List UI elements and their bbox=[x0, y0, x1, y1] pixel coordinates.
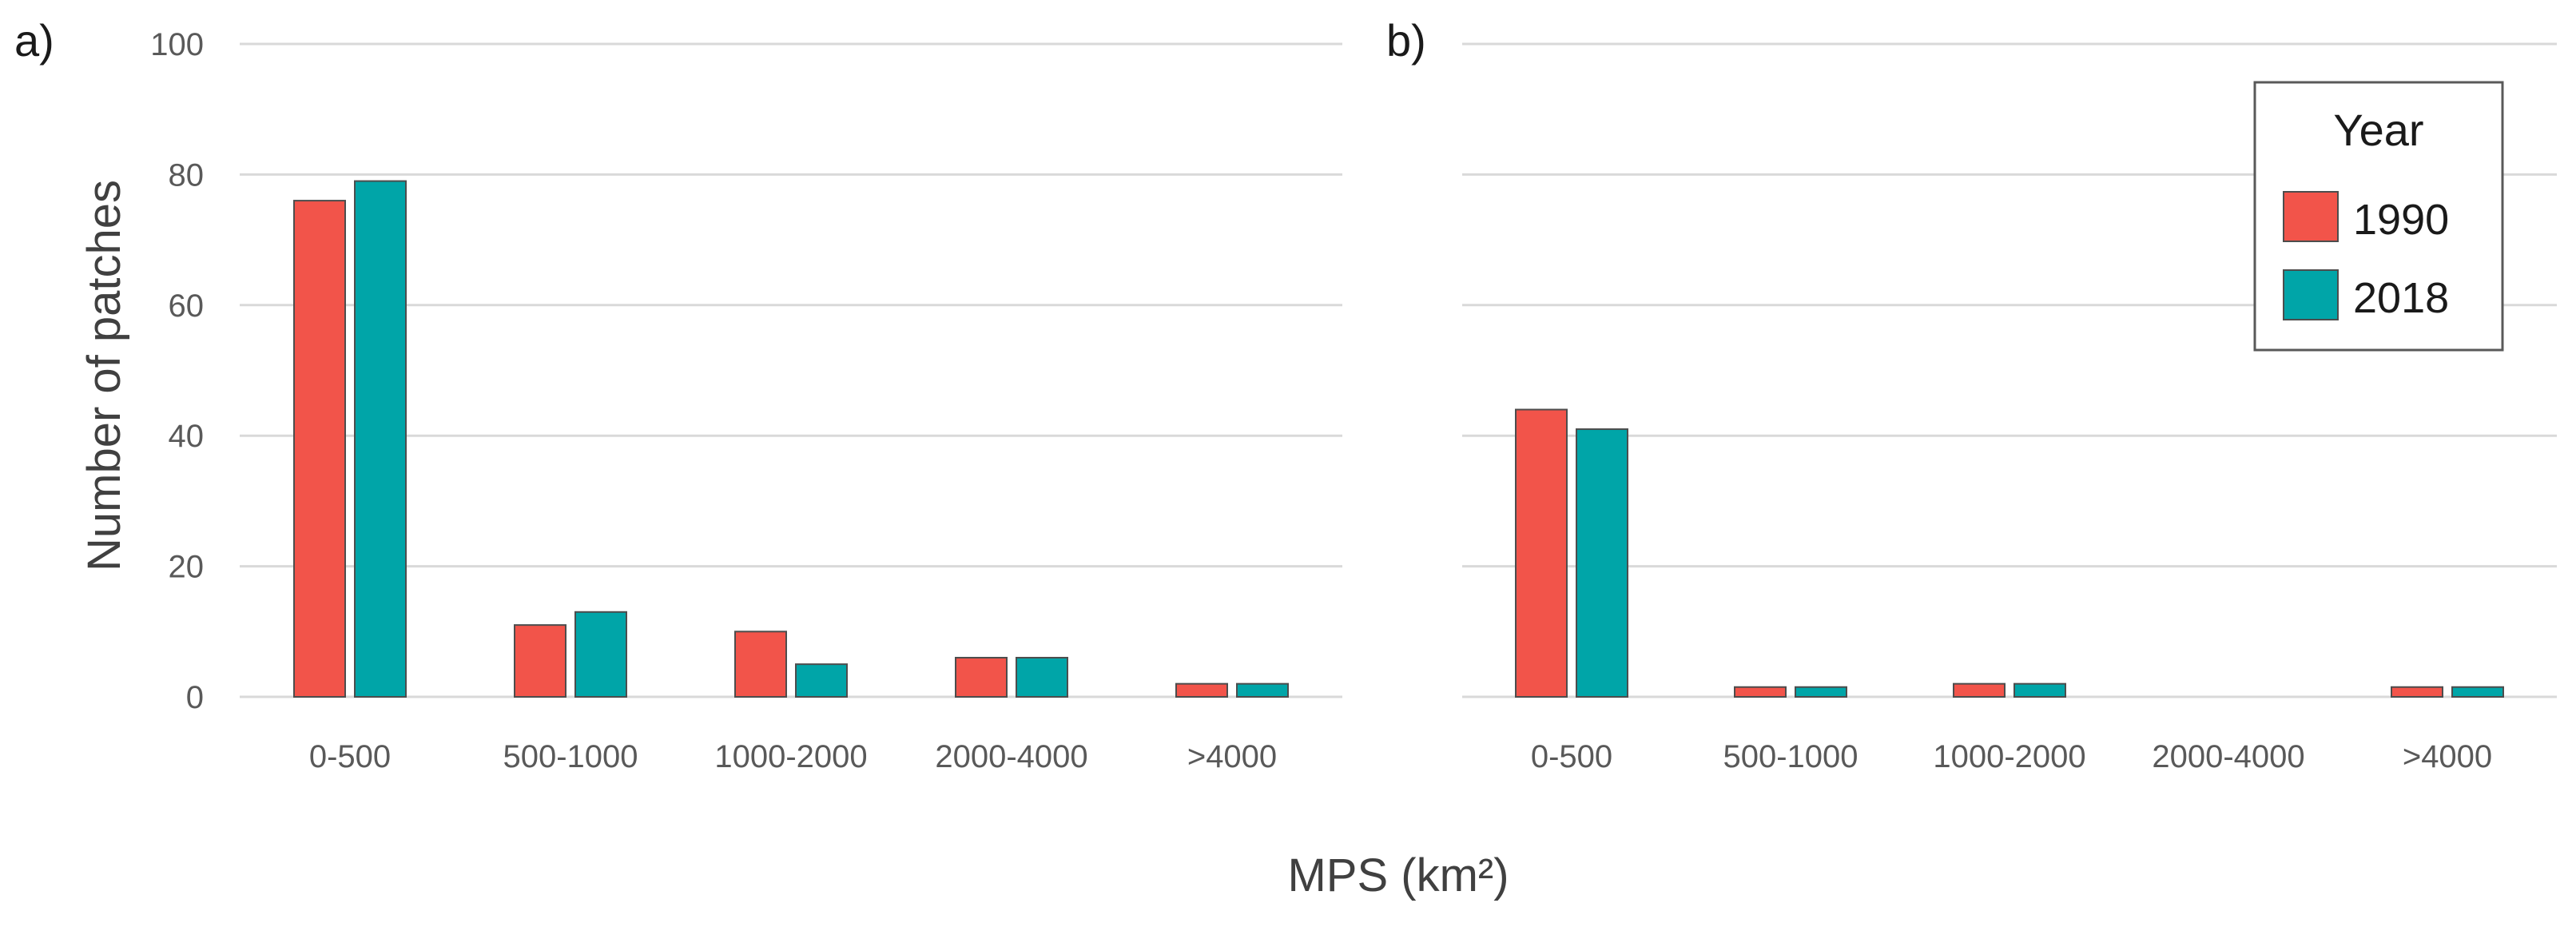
bar-2018-3 bbox=[1016, 656, 1068, 698]
bar-2018-4 bbox=[1236, 682, 1289, 698]
bar-2018-2 bbox=[795, 663, 848, 698]
y-tick-label: 80 bbox=[169, 157, 205, 193]
x-tick-label: >4000 bbox=[1187, 739, 1277, 774]
x-tick-label: 0-500 bbox=[1531, 739, 1612, 774]
legend-label-1990: 1990 bbox=[2353, 196, 2449, 244]
bar-2018-1 bbox=[1795, 686, 1847, 698]
x-tick-label: >4000 bbox=[2403, 739, 2492, 774]
x-tick-label: 2000-4000 bbox=[2152, 739, 2304, 774]
y-tick-label: 20 bbox=[169, 550, 205, 585]
x-tick-label: 2000-4000 bbox=[935, 739, 1087, 774]
x-axis-title: MPS (km²) bbox=[1287, 849, 1509, 901]
y-axis-title: Number of patches bbox=[78, 180, 130, 571]
x-tick-label: 500-1000 bbox=[503, 739, 638, 774]
legend: Year 1990 2018 bbox=[2253, 81, 2504, 352]
bar-1990-2 bbox=[1953, 682, 2006, 698]
bar-2018-0 bbox=[354, 180, 407, 698]
bar-1990-0 bbox=[1515, 408, 1568, 698]
x-tick-label: 500-1000 bbox=[1723, 739, 1858, 774]
panel-a-chart: a) 0 20 40 60 80 100 0-500 500-1000 1000-2000 2000… bbox=[14, 15, 1342, 774]
bar-2018-1 bbox=[574, 611, 627, 698]
bar-2018-2 bbox=[2013, 682, 2066, 698]
bar-1990-4 bbox=[1175, 682, 1228, 698]
x-tick-label: 1000-2000 bbox=[1933, 739, 2085, 774]
y-tick-label: 100 bbox=[150, 27, 204, 62]
y-tick-label: 40 bbox=[169, 419, 205, 454]
x-tick-label: 1000-2000 bbox=[714, 739, 867, 774]
bar-1990-1 bbox=[1734, 686, 1787, 698]
x-tick-label: 0-500 bbox=[309, 739, 391, 774]
y-tick-label: 0 bbox=[186, 680, 204, 715]
y-tick-label: 60 bbox=[169, 288, 205, 324]
legend-swatch-1990 bbox=[2283, 191, 2339, 242]
legend-swatch-2018 bbox=[2283, 269, 2339, 320]
bar-1990-3 bbox=[955, 656, 1008, 698]
bar-2018-0 bbox=[1576, 428, 1628, 698]
legend-label-2018: 2018 bbox=[2353, 274, 2449, 322]
bar-1990-2 bbox=[734, 631, 787, 698]
bar-2018-4 bbox=[2451, 686, 2504, 698]
panel-label: a) bbox=[14, 15, 54, 66]
bar-1990-0 bbox=[293, 200, 346, 698]
legend-title: Year bbox=[2333, 105, 2423, 155]
bar-1990-4 bbox=[2391, 686, 2443, 698]
bar-1990-1 bbox=[514, 624, 566, 698]
panel-label: b) bbox=[1386, 15, 1426, 66]
